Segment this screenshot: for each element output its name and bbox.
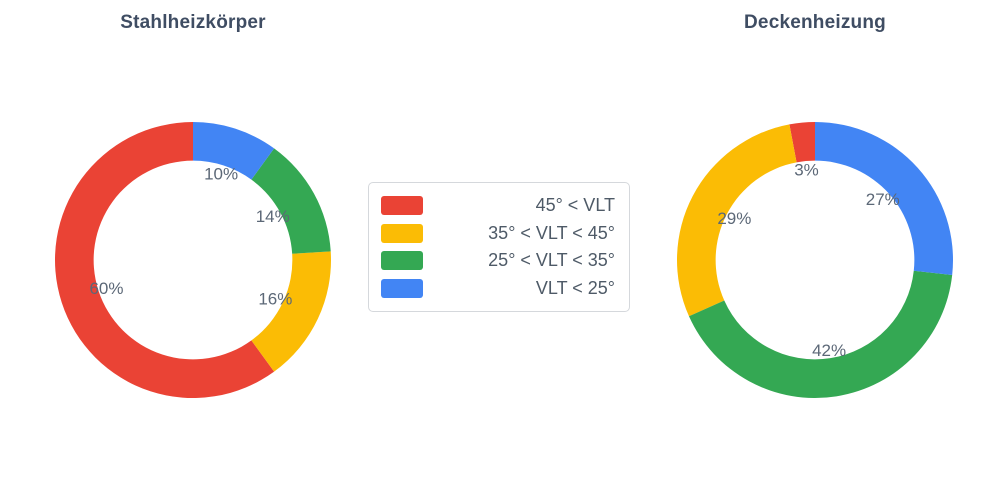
legend-label: VLT < 25°: [535, 277, 615, 298]
legend-label: 35° < VLT < 45°: [488, 222, 615, 243]
slice-percent-label-blue-under-25: 10%: [204, 164, 238, 183]
legend-item-under-25[interactable]: VLT < 25°: [381, 276, 617, 301]
slice-percent-label-red-45-plus: 60%: [89, 279, 123, 298]
chart-deckenheizung: Deckenheizung 3% 29% 42% 27%: [675, 0, 955, 500]
legend-swatch-green: [381, 251, 423, 271]
legend-label: 45° < VLT: [535, 195, 615, 215]
donut-slice-green-25-to-35[interactable]: [688, 270, 953, 399]
slice-percent-label-green-25-to-35: 14%: [256, 207, 290, 226]
legend-swatch-yellow: [381, 223, 423, 243]
donut-slice-blue-under-25[interactable]: [193, 122, 275, 180]
donut-chart-deckenheizung[interactable]: 3% 29% 42% 27%: [675, 120, 955, 400]
legend-label: 25° < VLT < 35°: [488, 250, 615, 271]
chart-title-stahlheizkoerper: Stahlheizkörper: [120, 12, 266, 33]
legend-swatch-red: [381, 196, 423, 215]
slice-percent-label-red-45-plus: 3%: [794, 160, 819, 179]
donut-slice-yellow-35-to-45[interactable]: [677, 124, 797, 317]
legend-item-25-to-35[interactable]: 25° < VLT < 35°: [381, 248, 617, 273]
chart-title-deckenheizung: Deckenheizung: [744, 12, 886, 33]
donut-slice-green-25-to-35[interactable]: [251, 148, 331, 254]
slice-percent-label-yellow-35-to-45: 16%: [258, 290, 292, 309]
chart-stahlheizkoerper: Stahlheizkörper 60% 16% 14% 10%: [53, 0, 333, 500]
donut-chart-stahlheizkoerper[interactable]: 60% 16% 14% 10%: [53, 120, 333, 400]
legend-item-45-plus[interactable]: 45° < VLT: [381, 193, 617, 218]
donut-slice-yellow-35-to-45[interactable]: [251, 251, 331, 372]
donut-slice-blue-under-25[interactable]: [815, 122, 953, 275]
slice-percent-label-green-25-to-35: 42%: [812, 341, 846, 360]
legend-swatch-blue: [381, 278, 423, 298]
legend: 45° < VLT 35° < VLT < 45° 25° < VLT < 35…: [368, 182, 630, 312]
slice-percent-label-blue-under-25: 27%: [866, 190, 900, 209]
legend-item-35-to-45[interactable]: 35° < VLT < 45°: [381, 221, 617, 246]
donut-slice-red-45-plus[interactable]: [789, 122, 815, 163]
slice-percent-label-yellow-35-to-45: 29%: [717, 209, 751, 228]
donut-slice-red-45-plus[interactable]: [54, 122, 275, 398]
